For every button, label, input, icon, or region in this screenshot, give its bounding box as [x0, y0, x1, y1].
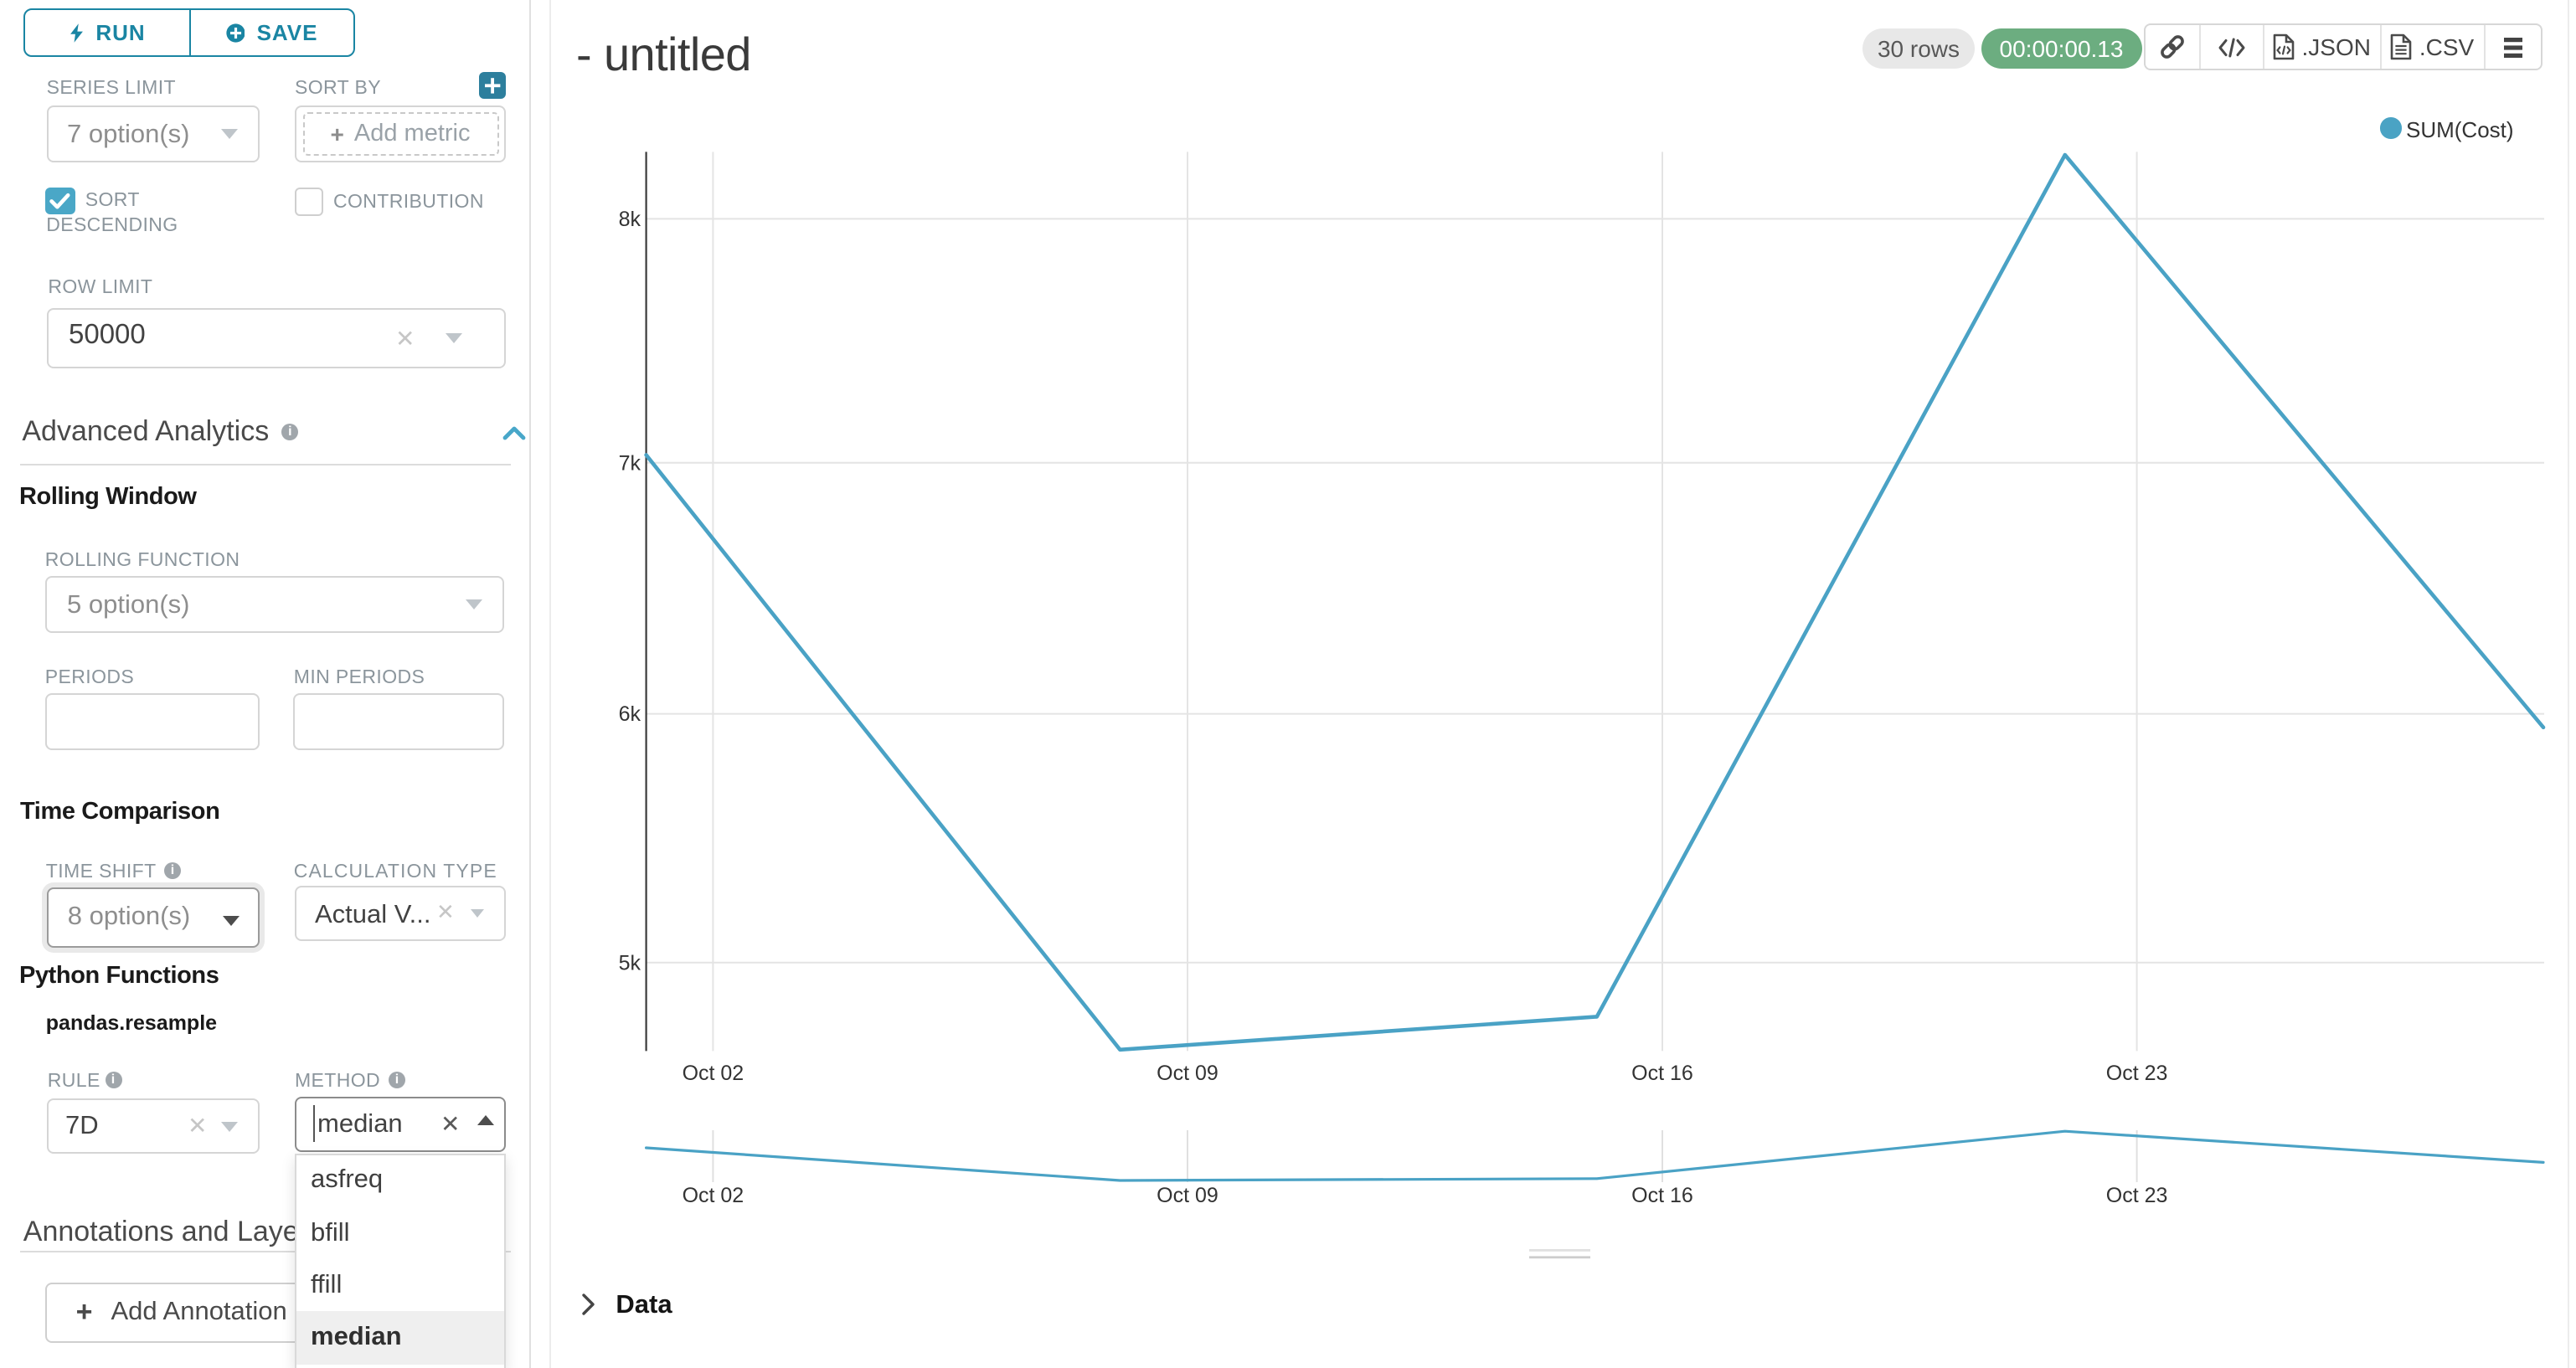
svg-text:7k: 7k [619, 451, 641, 475]
svg-text:Oct 16: Oct 16 [1631, 1184, 1693, 1207]
svg-text:Oct 09: Oct 09 [1157, 1062, 1218, 1085]
svg-text:Oct 02: Oct 02 [683, 1184, 744, 1207]
svg-text:8k: 8k [619, 208, 641, 231]
svg-text:Oct 23: Oct 23 [2106, 1062, 2168, 1085]
svg-text:Oct 16: Oct 16 [1631, 1062, 1693, 1085]
svg-text:Oct 09: Oct 09 [1157, 1184, 1218, 1207]
svg-text:5k: 5k [619, 951, 641, 975]
svg-text:6k: 6k [619, 702, 641, 726]
svg-text:Oct 02: Oct 02 [683, 1062, 744, 1085]
svg-text:Oct 23: Oct 23 [2106, 1184, 2168, 1207]
